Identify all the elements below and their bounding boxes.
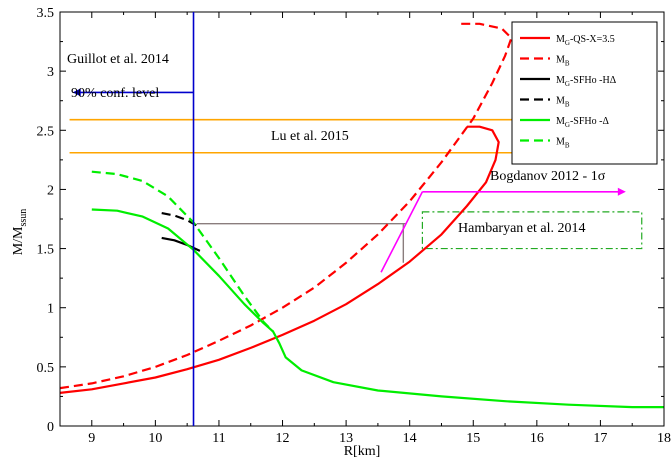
legend-label-main: M xyxy=(556,96,565,107)
axes-layer: 9 10 11 12 13 14 15 16 17 18 0 0.5 1 1.5 2 2.5 3 3.5 xyxy=(37,6,672,446)
legend-label-main: M xyxy=(556,137,565,148)
x-tick-label: 13 xyxy=(339,431,353,446)
bogdanov-label: Bogdanov 2012 - 1σ xyxy=(490,169,606,184)
guillot-arrowhead xyxy=(72,88,81,97)
x-tick-label: 15 xyxy=(466,431,480,446)
legend-label-2: MB xyxy=(556,55,570,68)
lu-label: Lu et al. 2015 xyxy=(271,129,349,144)
legend-label-tail: -QS-X=3.5 xyxy=(570,34,615,45)
hambaryan-label: Hambaryan et al. 2014 xyxy=(458,221,586,236)
x-tick-label: 17 xyxy=(593,431,607,446)
x-tick-label: 12 xyxy=(276,431,290,446)
legend-label-subscript: G xyxy=(565,121,570,129)
legend-label-main: M xyxy=(556,116,565,127)
series-line-5 xyxy=(91,208,664,409)
x-axis-label: R[km] xyxy=(344,444,381,459)
x-tick-label: 11 xyxy=(212,431,225,446)
y-axis-label: M/Mssun xyxy=(11,209,29,256)
series-line-6 xyxy=(91,170,274,333)
legend-label-main: M xyxy=(556,55,565,66)
legend-label-tail: -SFHo -Δ xyxy=(570,116,610,127)
x-tick-label: 14 xyxy=(403,431,417,446)
legend-label-4: MB xyxy=(556,96,570,109)
legend-label-main: M xyxy=(556,75,565,86)
legend-label-5: MG-SFHo -Δ xyxy=(556,116,609,129)
y-axis-label-main: M/M xyxy=(11,226,26,255)
y-tick-label: 1.5 xyxy=(37,243,55,258)
y-tick-label: 1 xyxy=(47,302,54,317)
y-tick-label: 3.5 xyxy=(37,6,55,21)
bogdanov-diagonal-line xyxy=(380,191,424,273)
legend-label-subscript: G xyxy=(565,80,570,88)
legend-label-1: MG-QS-X=3.5 xyxy=(556,34,615,47)
y-tick-label: 3 xyxy=(47,65,54,80)
legend-label-tail: -SFHo -HΔ xyxy=(570,75,617,86)
bogdanov-arrowhead xyxy=(617,187,626,196)
series-line-1 xyxy=(59,125,500,394)
x-tick-label: 10 xyxy=(148,431,162,446)
y-tick-label: 2 xyxy=(47,183,54,198)
annotation-layer: Guillot et al. 2014 90% conf. level Lu et … xyxy=(67,12,626,426)
guillot-label: Guillot et al. 2014 xyxy=(67,52,169,67)
x-tick-label: 16 xyxy=(530,431,544,446)
guillot-conf-label: 90% conf. level xyxy=(71,86,159,101)
legend-label-6: MB xyxy=(556,137,570,150)
legend-label-subscript: B xyxy=(565,60,570,68)
legend-label-subscript: G xyxy=(565,39,570,47)
legend-label-subscript: B xyxy=(565,101,570,109)
x-tick-label: 18 xyxy=(657,431,671,446)
hambaryan-constraint-box xyxy=(421,211,643,250)
series-line-2 xyxy=(59,22,513,390)
legend-label-main: M xyxy=(556,34,565,45)
x-tick-label: 9 xyxy=(88,431,95,446)
y-axis-label-subscript: ssun xyxy=(18,209,29,227)
y-tick-label: 0.5 xyxy=(37,361,55,376)
legend-label-3: MG-SFHo -HΔ xyxy=(556,75,617,88)
y-tick-label: 0 xyxy=(47,420,54,435)
y-tick-label: 2.5 xyxy=(37,124,55,139)
legend-label-subscript: B xyxy=(565,142,570,150)
